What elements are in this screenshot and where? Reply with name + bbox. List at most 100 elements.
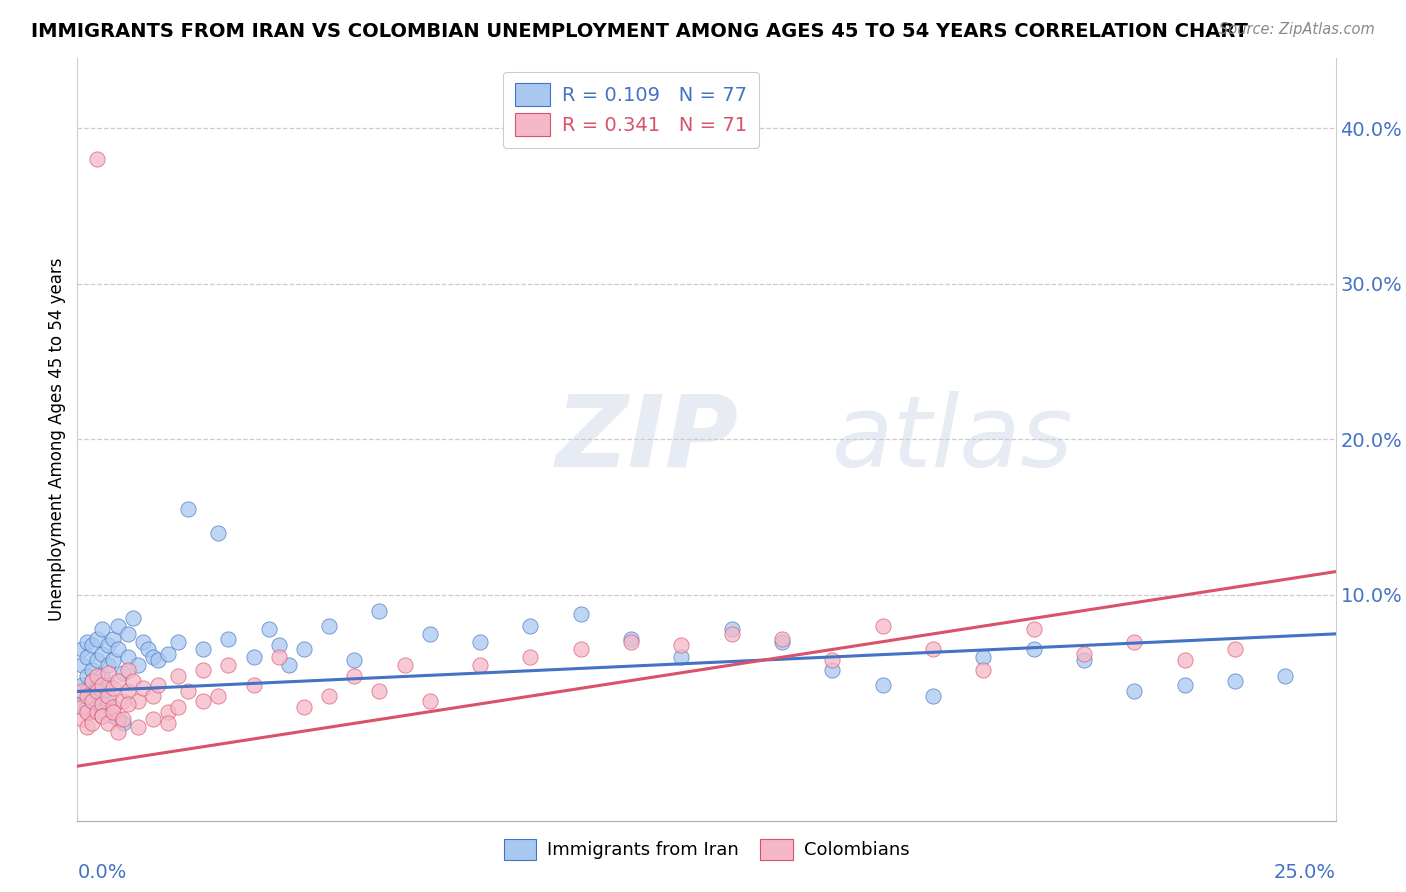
Point bbox=[127, 694, 149, 708]
Point bbox=[107, 713, 129, 727]
Point bbox=[318, 689, 340, 703]
Point bbox=[107, 642, 129, 657]
Point bbox=[96, 715, 118, 730]
Point bbox=[82, 694, 104, 708]
Point bbox=[156, 715, 179, 730]
Point bbox=[76, 700, 98, 714]
Point bbox=[922, 689, 945, 703]
Point bbox=[101, 681, 124, 696]
Point bbox=[277, 658, 299, 673]
Text: IMMIGRANTS FROM IRAN VS COLOMBIAN UNEMPLOYMENT AMONG AGES 45 TO 54 YEARS CORRELA: IMMIGRANTS FROM IRAN VS COLOMBIAN UNEMPL… bbox=[31, 22, 1247, 41]
Point bbox=[117, 663, 139, 677]
Point bbox=[111, 713, 134, 727]
Text: 0.0%: 0.0% bbox=[77, 863, 127, 881]
Point bbox=[468, 658, 491, 673]
Point bbox=[242, 678, 264, 692]
Point bbox=[76, 705, 98, 719]
Point bbox=[267, 638, 290, 652]
Point bbox=[1223, 673, 1246, 688]
Point bbox=[82, 689, 104, 703]
Point bbox=[191, 663, 215, 677]
Point bbox=[72, 713, 94, 727]
Point bbox=[156, 647, 179, 661]
Point bbox=[91, 689, 114, 703]
Point bbox=[117, 697, 139, 711]
Point bbox=[86, 152, 108, 166]
Point bbox=[146, 653, 169, 667]
Point bbox=[343, 669, 366, 683]
Point bbox=[1022, 622, 1045, 636]
Point bbox=[1274, 669, 1296, 683]
Point bbox=[207, 525, 229, 540]
Point bbox=[76, 684, 98, 698]
Point bbox=[156, 705, 179, 719]
Point bbox=[107, 725, 129, 739]
Point bbox=[146, 678, 169, 692]
Point bbox=[101, 700, 124, 714]
Point bbox=[121, 611, 143, 625]
Point bbox=[770, 632, 793, 646]
Point bbox=[76, 705, 98, 719]
Point bbox=[72, 642, 94, 657]
Point bbox=[142, 689, 165, 703]
Point bbox=[922, 642, 945, 657]
Point bbox=[569, 607, 592, 621]
Point bbox=[72, 678, 94, 692]
Point bbox=[127, 720, 149, 734]
Point bbox=[343, 653, 366, 667]
Point bbox=[671, 638, 693, 652]
Point bbox=[368, 684, 391, 698]
Point bbox=[86, 653, 108, 667]
Point bbox=[720, 622, 742, 636]
Point bbox=[86, 705, 108, 719]
Point bbox=[821, 653, 844, 667]
Point bbox=[1223, 642, 1246, 657]
Point bbox=[972, 663, 994, 677]
Point bbox=[671, 650, 693, 665]
Point bbox=[419, 694, 441, 708]
Point bbox=[207, 689, 229, 703]
Point bbox=[82, 715, 104, 730]
Point bbox=[72, 684, 94, 698]
Point bbox=[111, 694, 134, 708]
Point bbox=[132, 634, 155, 648]
Point bbox=[142, 713, 165, 727]
Point bbox=[91, 669, 114, 683]
Point bbox=[91, 647, 114, 661]
Point bbox=[82, 694, 104, 708]
Point bbox=[82, 638, 104, 652]
Point bbox=[1174, 653, 1197, 667]
Point bbox=[107, 713, 129, 727]
Point bbox=[972, 650, 994, 665]
Point bbox=[1073, 647, 1095, 661]
Point bbox=[91, 697, 114, 711]
Point bbox=[82, 663, 104, 677]
Point bbox=[117, 627, 139, 641]
Point bbox=[217, 658, 239, 673]
Point bbox=[419, 627, 441, 641]
Point bbox=[86, 681, 108, 696]
Point bbox=[167, 634, 190, 648]
Point bbox=[91, 709, 114, 723]
Point bbox=[107, 673, 129, 688]
Point bbox=[91, 678, 114, 692]
Point bbox=[167, 700, 190, 714]
Point bbox=[76, 689, 98, 703]
Point bbox=[82, 673, 104, 688]
Point bbox=[121, 673, 143, 688]
Point bbox=[620, 634, 643, 648]
Point bbox=[76, 650, 98, 665]
Point bbox=[468, 634, 491, 648]
Point bbox=[242, 650, 264, 665]
Point bbox=[111, 665, 134, 680]
Point bbox=[136, 642, 159, 657]
Point bbox=[821, 663, 844, 677]
Point bbox=[101, 709, 124, 723]
Point bbox=[76, 720, 98, 734]
Point bbox=[76, 634, 98, 648]
Point bbox=[72, 700, 94, 714]
Point bbox=[117, 650, 139, 665]
Point bbox=[1174, 678, 1197, 692]
Point bbox=[872, 619, 894, 633]
Point bbox=[191, 642, 215, 657]
